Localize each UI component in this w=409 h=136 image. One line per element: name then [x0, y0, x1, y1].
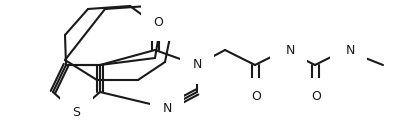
Text: O: O	[311, 90, 321, 103]
Text: H: H	[339, 39, 347, 49]
Text: O: O	[153, 16, 163, 29]
Text: S: S	[72, 106, 80, 120]
Text: N: N	[345, 44, 355, 56]
Text: N: N	[285, 44, 295, 56]
Text: O: O	[251, 90, 261, 103]
Text: N: N	[162, 101, 172, 115]
Text: H: H	[279, 39, 287, 49]
Text: N: N	[192, 58, 202, 72]
